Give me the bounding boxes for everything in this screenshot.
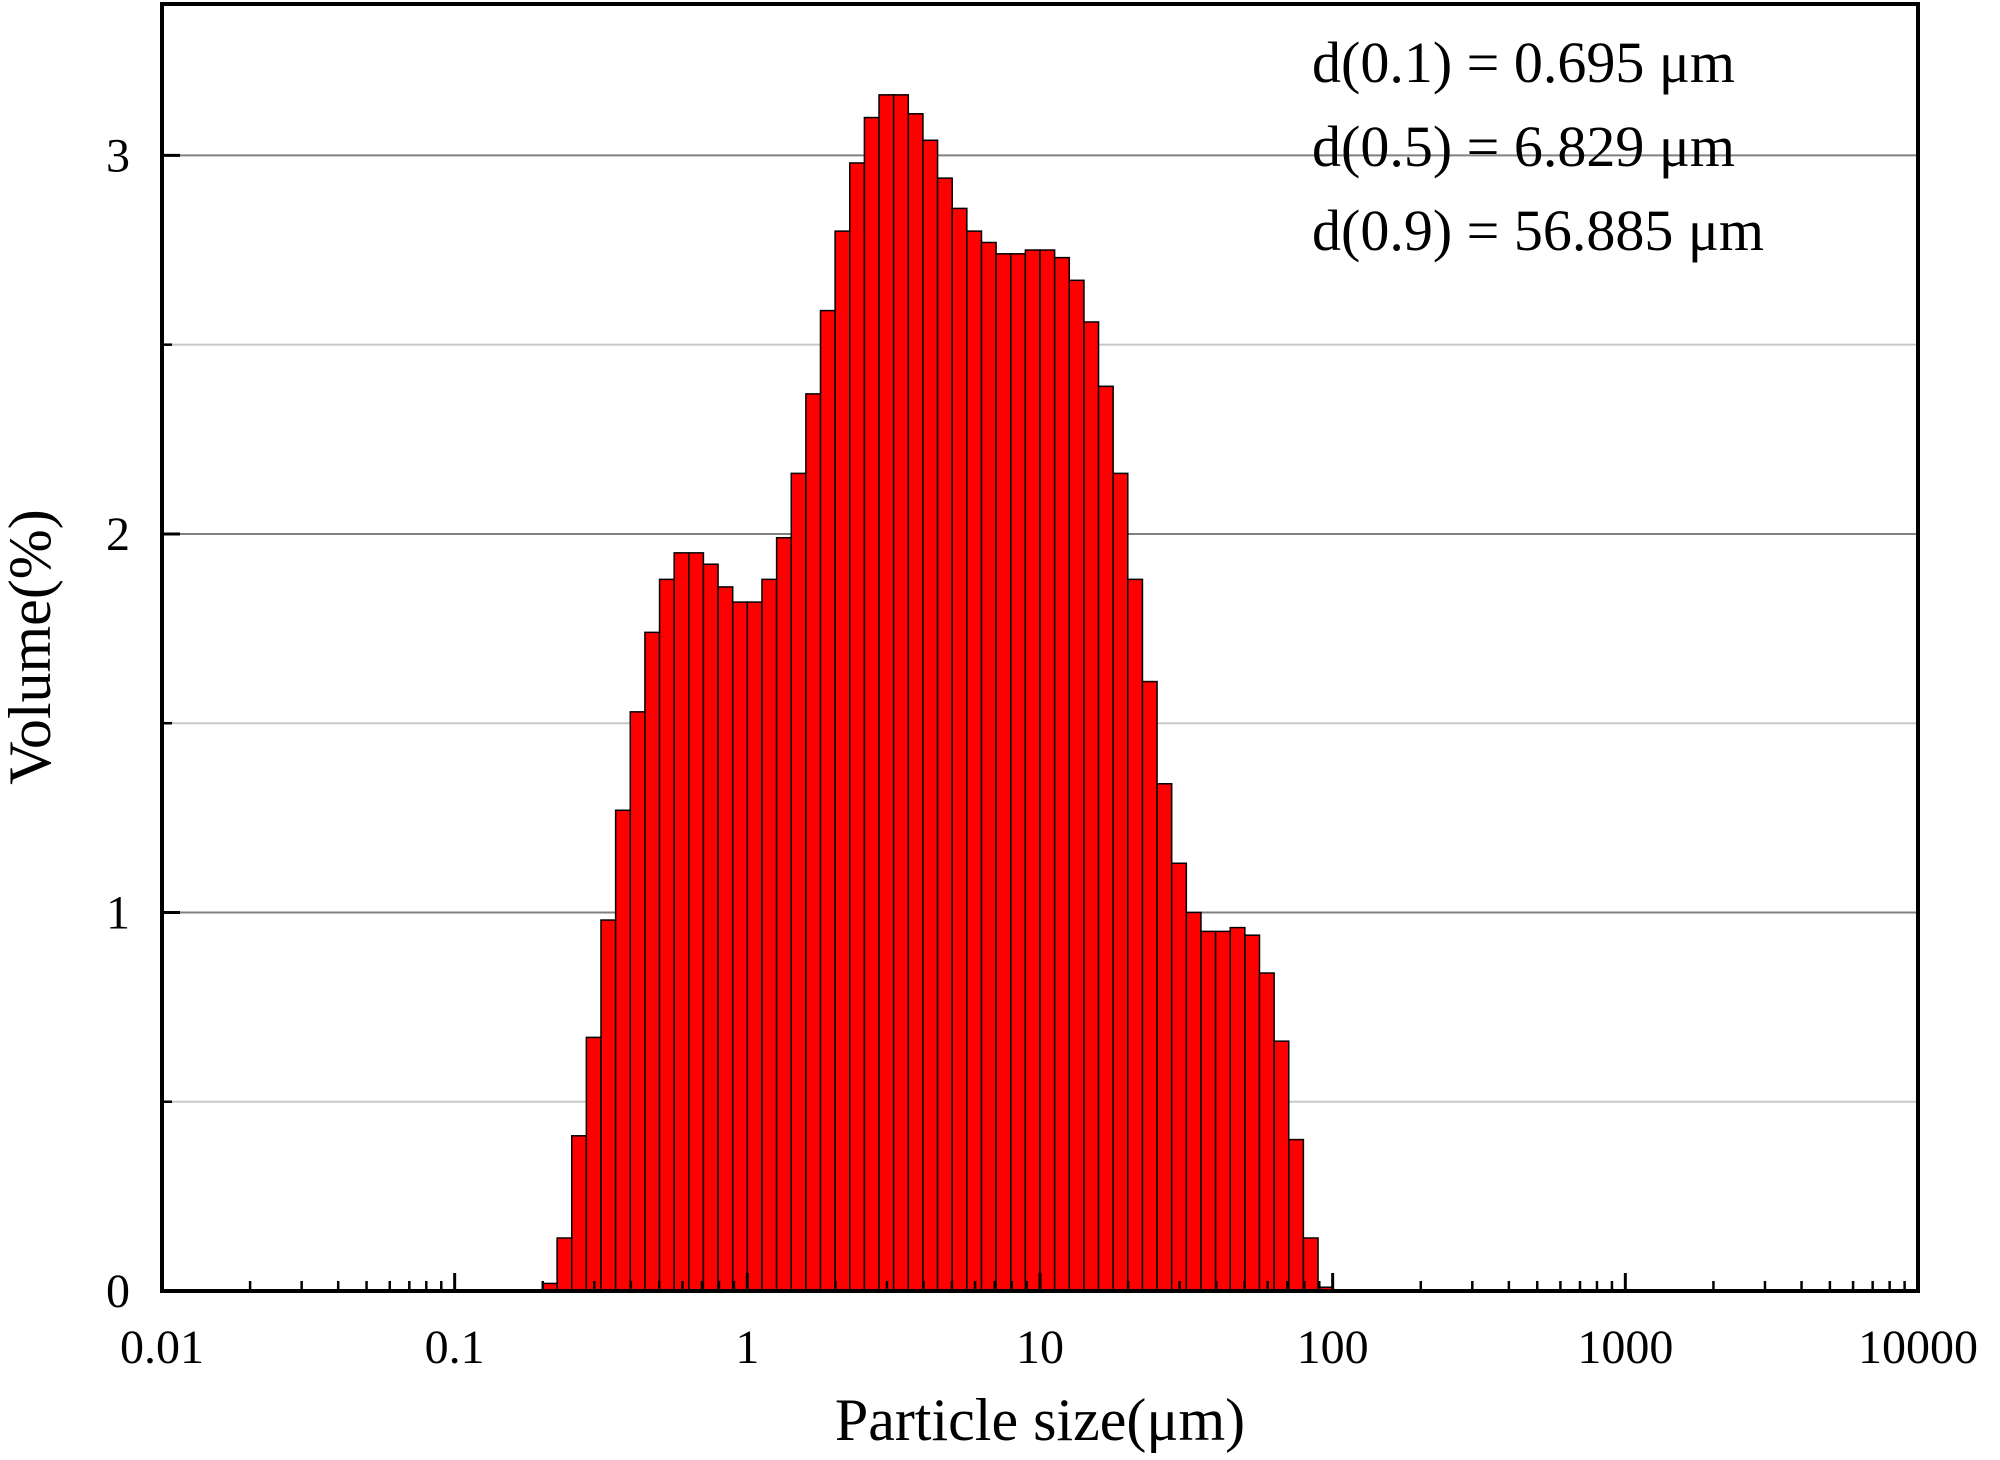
histogram-bar [1068, 279, 1085, 1292]
histogram-bar [834, 230, 851, 1292]
histogram-bar [805, 393, 822, 1292]
histogram-bar [878, 94, 895, 1292]
histogram-bar [688, 552, 705, 1292]
axis-ticks [160, 153, 1920, 1293]
histogram-bar [1112, 472, 1129, 1292]
x-tick-label: 0.01 [120, 1321, 204, 1374]
annotation-d10: d(0.1) = 0.695 μm [1312, 30, 1735, 95]
histogram-bar [775, 536, 793, 1292]
histogram-bar [702, 563, 719, 1292]
histogram-bar [1097, 385, 1114, 1292]
histogram-bar [966, 230, 983, 1292]
bars [541, 94, 1334, 1292]
histogram-bar [1053, 256, 1071, 1292]
histogram-bar [936, 177, 953, 1292]
histogram-bar [951, 207, 968, 1292]
histogram-bar [1200, 930, 1217, 1292]
histogram-bar [1009, 253, 1027, 1292]
histogram-bar [570, 1135, 588, 1292]
annotation-d50: d(0.5) = 6.829 μm [1312, 114, 1735, 179]
histogram-bar [1214, 930, 1231, 1292]
y-axis-title: Volume(%) [0, 509, 63, 785]
histogram-bar [863, 116, 880, 1292]
histogram-bar [849, 162, 866, 1292]
histogram-bar [746, 601, 763, 1292]
tick-labels: 0.01 0.1 1 10 100 1000 10000 0 1 2 3 [106, 129, 1978, 1374]
histogram-bar [629, 711, 646, 1292]
x-tick-label: 1000 [1577, 1321, 1673, 1374]
histogram-bar [980, 241, 997, 1292]
x-tick-label: 10 [1016, 1321, 1064, 1374]
histogram-bar [1141, 680, 1158, 1292]
histogram-bar [995, 253, 1012, 1292]
histogram-bar [1288, 1138, 1305, 1292]
histogram-bar [1156, 783, 1173, 1292]
histogram-bar [1185, 911, 1202, 1292]
annotation-d90: d(0.9) = 56.885 μm [1312, 198, 1764, 263]
x-tick-label: 1 [735, 1321, 759, 1374]
histogram-bar [600, 919, 617, 1292]
x-tick-label: 10000 [1858, 1321, 1978, 1374]
histogram-bar [731, 601, 749, 1292]
histogram-bar [1039, 249, 1056, 1292]
histogram-bar [1273, 1040, 1290, 1292]
histogram-bar [1302, 1237, 1319, 1292]
histogram-bar [761, 578, 778, 1292]
x-axis-title: Particle size(μm) [835, 1387, 1245, 1453]
histogram-bar [892, 94, 910, 1292]
histogram-bar [1127, 578, 1144, 1292]
histogram-bar [658, 578, 675, 1292]
histogram-bar [614, 809, 632, 1292]
histogram-bar [1229, 926, 1246, 1292]
histogram-bar [907, 113, 924, 1292]
histogram-bar [1024, 249, 1041, 1292]
histogram-bar [790, 472, 807, 1292]
histogram-bar [1258, 972, 1275, 1292]
x-tick-label: 100 [1297, 1321, 1369, 1374]
y-tick-label: 0 [106, 1265, 130, 1318]
histogram-bar [1083, 321, 1100, 1292]
histogram-bar [1244, 934, 1261, 1292]
y-tick-label: 2 [106, 508, 130, 561]
histogram-bar [556, 1237, 573, 1292]
y-tick-label: 1 [106, 886, 130, 939]
x-tick-label: 0.1 [425, 1321, 485, 1374]
histogram-bar [585, 1036, 602, 1292]
y-tick-label: 3 [106, 129, 130, 182]
histogram-bar [644, 631, 661, 1292]
annotations: d(0.1) = 0.695 μm d(0.5) = 6.829 μm d(0.… [1312, 30, 1764, 263]
histogram-bar [717, 586, 734, 1292]
histogram-bar [819, 309, 836, 1292]
histogram-bar [1170, 862, 1188, 1292]
histogram-bar [673, 552, 690, 1292]
histogram-bar [922, 139, 939, 1292]
